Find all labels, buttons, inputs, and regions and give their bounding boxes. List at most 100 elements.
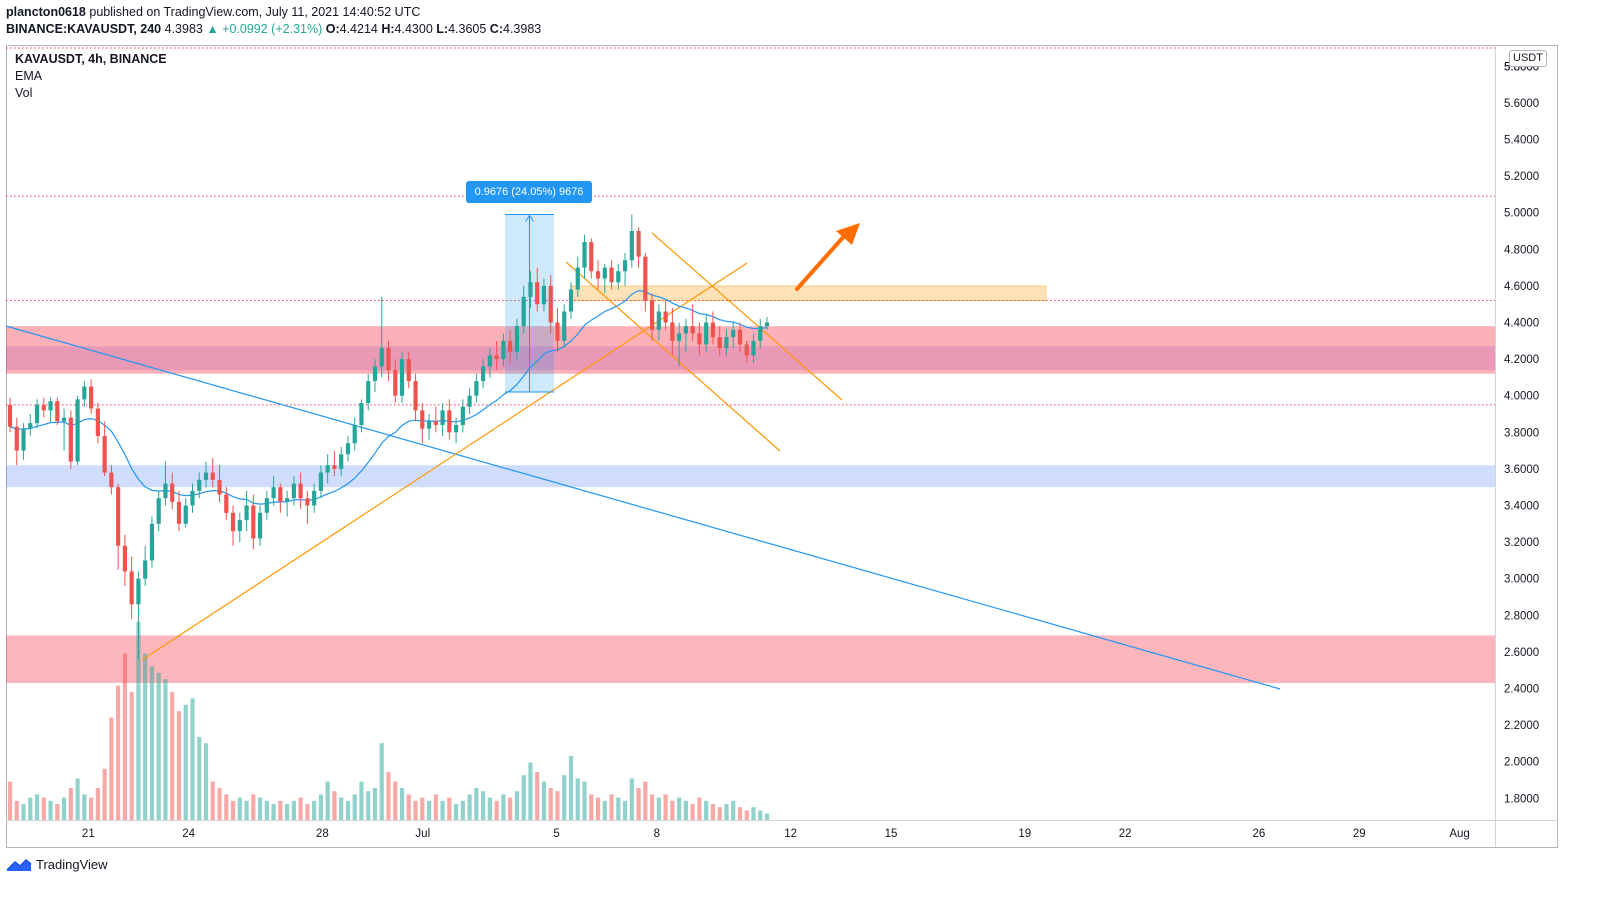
candle-body [481,366,486,382]
time-tick-label: 29 [1353,828,1366,840]
legend-symbol[interactable]: KAVAUSDT, 4h, BINANCE [15,52,167,66]
candle-body [237,520,242,532]
candle-body [548,285,553,323]
currency-badge[interactable]: USDT [1509,50,1547,67]
volume-bar [210,781,215,820]
candle-body [217,479,222,495]
price-tick-label: 5.0000 [1504,208,1539,220]
candle-body [136,578,141,605]
price-tick-label: 1.8000 [1504,793,1539,805]
candle-body [183,505,188,524]
candle-body [609,267,614,283]
volume-bar [426,800,432,820]
support-zone[interactable] [6,465,1495,488]
candle-body [433,421,438,425]
price-axis[interactable]: 5.80005.60005.40005.20005.00004.80004.60… [1504,61,1539,805]
measure-tool[interactable] [505,214,554,393]
candle-body [420,410,425,429]
volume-layer [7,621,770,820]
candle-body [663,311,668,323]
time-tick-label: 24 [182,828,195,840]
ema-layer [9,289,768,505]
candle-body [75,399,80,462]
breakout-arrow[interactable] [795,223,860,291]
volume-bar [285,804,290,820]
volume-bar [68,788,73,820]
candle-body [474,381,479,396]
volume-bar [582,781,587,820]
volume-bar [122,653,127,820]
candle-body [122,545,127,572]
time-tick-label: 8 [654,828,660,840]
volume-bar [237,797,242,820]
candle-body [622,260,628,272]
price-tick-label: 2.0000 [1504,757,1539,769]
candle-body [568,289,574,312]
time-tick-label: 26 [1252,828,1265,840]
price-tick-label: 4.0000 [1504,391,1539,403]
volume-bar [116,685,121,820]
candle-body [636,231,641,257]
volume-bar [541,781,547,820]
volume-bar [751,807,756,820]
candle-body [467,395,472,407]
demand-zone[interactable] [6,635,1495,684]
time-tick-label: 15 [885,828,898,840]
candle-body [764,322,770,327]
candle-body [95,408,100,436]
candle-body [704,322,709,345]
volume-bar [447,797,452,820]
volume-bar [656,797,661,820]
candle-body [393,370,398,396]
candle-body [55,401,60,422]
target-zone[interactable] [571,285,1047,302]
legend-volume[interactable]: Vol [15,86,33,100]
volume-bar [109,717,114,820]
resistance-zone-lower[interactable] [6,346,1495,371]
volume-bar [21,804,26,820]
symbol-label: BINANCE:KAVAUSDT, 240 [6,22,162,36]
volume-bar [176,711,182,820]
open-label: O: [325,22,340,36]
rising-support-line[interactable] [141,262,748,661]
candle-body [359,403,364,425]
volume-bar [629,778,634,820]
legend-ema[interactable]: EMA [15,69,43,83]
candle-body [210,472,215,480]
long-downtrend-line[interactable] [5,325,1281,690]
candle-body [650,300,655,330]
wedge-line-lower[interactable] [651,232,843,401]
candle-body [312,490,317,506]
time-tick-label: Aug [1449,828,1469,840]
candle-body [555,322,560,341]
volume-bar [609,794,614,820]
volume-bar [622,800,628,820]
volume-bar [339,797,344,820]
volume-bar [149,666,155,820]
tradingview-footer[interactable]: TradingView [6,857,108,872]
resistance-zone-upper[interactable] [6,326,1495,374]
candle-body [163,483,168,499]
candle-body [602,267,607,279]
volume-bar [636,788,641,820]
candle-body [149,523,155,561]
wedge-line-upper[interactable] [565,261,781,452]
candle-body [731,329,736,338]
candle-body [643,256,648,301]
candle-body [271,487,276,499]
candle-body [616,271,621,283]
candles-layer [7,214,770,660]
candle-body [528,282,533,297]
price-tick-label: 4.6000 [1504,281,1539,293]
volume-bar [190,698,195,820]
price-tick-label: 3.8000 [1504,427,1539,439]
drawings-layer[interactable] [5,232,1281,690]
volume-bar [143,653,148,820]
volume-bar [595,797,601,820]
volume-bar [420,797,425,820]
volume-bar [568,756,574,820]
publisher-name[interactable]: plancton0618 [6,5,86,19]
time-axis[interactable]: 21 24 28 Jul 5 8 12 15 19 22 26 29 Aug [82,828,1470,840]
volume-bar [710,804,716,820]
